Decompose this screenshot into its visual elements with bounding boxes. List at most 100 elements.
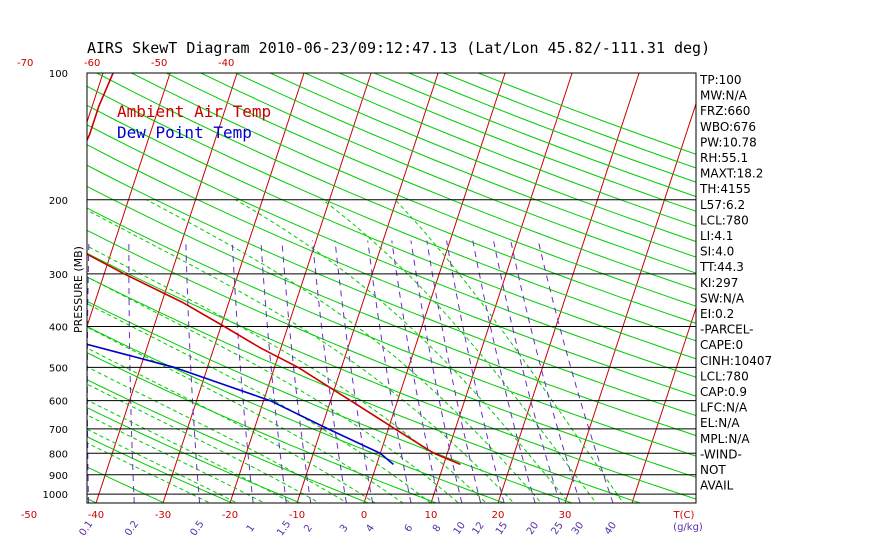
bottom-temp-tick: -40 bbox=[88, 510, 104, 521]
dry-adiabat-line bbox=[87, 85, 696, 342]
moist-adiabat-line bbox=[87, 326, 404, 503]
index-entry: NOT bbox=[700, 463, 726, 477]
pressure-tick-label: 900 bbox=[49, 471, 68, 482]
bottom-temp-tick: -50 bbox=[21, 510, 37, 521]
dry-adiabat-line bbox=[0, 54, 46, 512]
dry-adiabat-line bbox=[87, 185, 696, 437]
top-temp-tick: -40 bbox=[218, 58, 234, 69]
index-entry: LCL:780 bbox=[700, 369, 749, 383]
mixing-ratio-line bbox=[510, 240, 581, 503]
chart-title: AIRS SkewT Diagram 2010-06-23/09:12:47.1… bbox=[87, 39, 710, 57]
dry-adiabat-line bbox=[87, 124, 696, 378]
mixing-ratio-line bbox=[472, 240, 536, 503]
top-temp-tick: -60 bbox=[84, 58, 100, 69]
mixing-ratio-line bbox=[426, 240, 482, 503]
mixing-ratio-tick: 3 bbox=[338, 523, 351, 535]
legend: Ambient Air Temp Dew Point Temp bbox=[117, 102, 271, 142]
index-entry: FRZ:660 bbox=[700, 104, 750, 118]
pressure-tick-labels: 100 200 300 400 500 600 700 800 900 1000 bbox=[43, 69, 68, 501]
mixing-ratio-tick: 1.5 bbox=[275, 519, 293, 538]
mixing-ratio-line bbox=[185, 240, 201, 503]
index-entry: EL:N/A bbox=[700, 416, 740, 430]
pressure-tick-label: 400 bbox=[49, 323, 68, 334]
dry-adiabat-line bbox=[199, 73, 696, 274]
moist-adiabat-line bbox=[87, 209, 515, 503]
profile-lines bbox=[87, 73, 461, 466]
bottom-temp-tick: 30 bbox=[559, 510, 572, 521]
bottom-temp-ticks: -50 -40 -30 -20 -10 0 10 20 30 T(C) bbox=[21, 510, 695, 521]
index-entry: PW:10.78 bbox=[700, 135, 757, 149]
dry-adiabat-line bbox=[87, 104, 696, 360]
mixing-ratio-line bbox=[128, 240, 135, 503]
mixing-ratio-tick: 8 bbox=[431, 523, 444, 535]
moist-adiabat-line bbox=[87, 276, 460, 503]
mixing-ratio-tick: 0.1 bbox=[77, 519, 95, 538]
legend-entry: Ambient Air Temp bbox=[117, 102, 271, 121]
isotherm-line bbox=[0, 54, 42, 512]
dry-adiabat-line bbox=[303, 73, 696, 227]
moist-adiabat-line bbox=[87, 347, 376, 503]
bottom-temp-tick: 10 bbox=[425, 510, 438, 521]
isotherm-line bbox=[631, 306, 696, 503]
index-entry: LI:4.1 bbox=[700, 229, 733, 243]
isotherm-line bbox=[430, 73, 573, 503]
bottom-temp-tick: -30 bbox=[155, 510, 171, 521]
mixing-ratio-line bbox=[493, 240, 561, 503]
top-temp-tick: -50 bbox=[151, 58, 167, 69]
index-entry: SW:N/A bbox=[700, 291, 745, 305]
isotherm-line bbox=[87, 73, 171, 328]
isotherm-line bbox=[296, 73, 439, 503]
y-axis-label: PRESSURE (MB) bbox=[72, 246, 85, 333]
moist-adiabat-line bbox=[87, 303, 432, 503]
dry-adiabat-line bbox=[95, 73, 696, 324]
dry-adiabat-line bbox=[476, 73, 696, 155]
pressure-tick-label: 1000 bbox=[43, 490, 68, 501]
mixing-ratio-line bbox=[367, 240, 412, 503]
index-entry: MW:N/A bbox=[700, 89, 748, 103]
dry-adiabat-line bbox=[87, 252, 696, 500]
isotherm-line bbox=[162, 73, 305, 503]
top-temp-tick: -70 bbox=[17, 58, 33, 69]
dry-adiabat-line bbox=[87, 164, 696, 417]
dry-adiabat-line bbox=[269, 73, 696, 243]
dry-adiabat-line bbox=[87, 466, 166, 503]
mixing-ratio-line bbox=[312, 240, 347, 503]
mixing-ratio-tick: (g/kg) bbox=[673, 522, 703, 533]
dry-adiabat-line bbox=[130, 73, 696, 307]
chart-grid bbox=[0, 54, 696, 512]
mixing-ratio-tick: 0.2 bbox=[123, 519, 141, 538]
moist-adiabat-line bbox=[146, 199, 542, 503]
series-line-dew-point-temp bbox=[87, 343, 394, 466]
dry-adiabat-line bbox=[234, 73, 696, 258]
moist-adiabat-line bbox=[87, 383, 321, 503]
dry-adiabat-line bbox=[87, 207, 696, 457]
mixing-ratio-tick: 20 bbox=[525, 520, 541, 537]
mixing-ratio-line bbox=[537, 240, 614, 503]
index-entry: EI:0.2 bbox=[700, 307, 734, 321]
isotherm-line bbox=[95, 73, 238, 503]
dry-adiabat-line bbox=[87, 144, 696, 397]
dry-adiabat-line bbox=[87, 229, 696, 478]
index-entry: AVAIL bbox=[700, 479, 734, 493]
pressure-tick-label: 600 bbox=[49, 397, 68, 408]
pressure-tick-label: 100 bbox=[49, 69, 68, 80]
dry-adiabat-line bbox=[87, 379, 370, 503]
index-entry: KI:297 bbox=[700, 276, 738, 290]
mixing-ratio-line bbox=[87, 240, 90, 503]
index-entry: RH:55.1 bbox=[700, 151, 748, 165]
mixing-ratio-ticks: 0.1 0.2 0.5 1 1.5 2 3 4 6 8 10 12 15 20 25 30 40 (g/kg) bbox=[77, 519, 703, 538]
top-temp-ticks: -120-110-100-90-80-70-60-50-40 bbox=[17, 58, 234, 69]
mixing-ratio-tick: 10 bbox=[452, 520, 468, 537]
dry-adiabat-line bbox=[165, 73, 696, 290]
index-entry: MAXT:18.2 bbox=[700, 167, 763, 181]
bottom-temp-tick: 20 bbox=[492, 510, 505, 521]
index-entry: WBO:676 bbox=[700, 120, 756, 134]
index-entry: TH:4155 bbox=[699, 182, 751, 196]
moist-adiabat-line bbox=[87, 366, 349, 503]
pressure-tick-label: 200 bbox=[49, 196, 68, 207]
dry-adiabat-line bbox=[87, 352, 438, 503]
bottom-temp-tick: T(C) bbox=[673, 510, 695, 521]
pressure-tick-label: 500 bbox=[49, 363, 68, 374]
bottom-temp-tick: -20 bbox=[222, 510, 238, 521]
